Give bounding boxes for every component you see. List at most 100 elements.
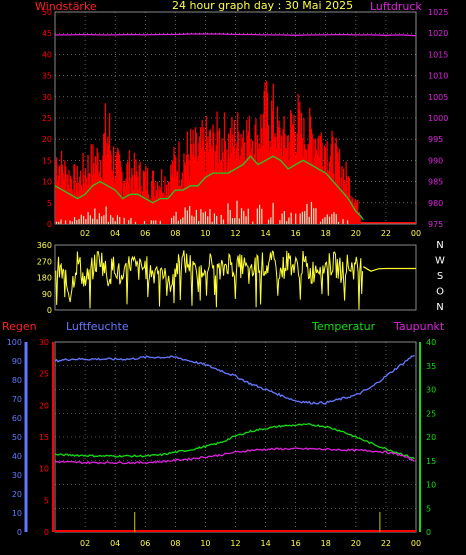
humidity-tick-label: 80 [12,376,22,385]
time-tick-label: 02 [80,539,90,548]
time-tick-label: 12 [230,539,240,548]
time-tick-label: 20 [351,229,361,238]
wind-tick-label: 25 [42,114,52,123]
wind-tick-label: 0 [47,220,52,229]
pressure-tick-label: 985 [428,178,443,187]
direction-trace [55,250,364,310]
time-tick-label: 14 [260,229,270,238]
time-tick-label: 20 [351,539,361,548]
time-tick-label: 16 [291,229,301,238]
wind-tick-label: 20 [42,135,52,144]
compass-label: N [436,240,443,251]
climate-axes: 0 10 20 30 40 50 60 70 80 90 100 0 5 10 15 20 25 30 0 5 10 15… [7,338,436,537]
compass-label: W [435,256,445,267]
temperature-tick-label: 5 [426,504,431,513]
pressure-tick-label: 1010 [428,72,448,81]
pressure-tick-label: 980 [428,199,443,208]
time-tick-label: 12 [230,229,240,238]
direction-axis-ticks: 360 270 180 90 0 [37,241,52,315]
wind-tick-label: 40 [42,50,52,59]
time-tick-label: 10 [200,539,210,548]
pressure-tick-label: 1020 [428,29,448,38]
wind-tick-label: 45 [42,29,52,38]
humidity-tick-label: 60 [12,414,22,423]
temperature-tick-label: 35 [426,362,436,371]
compass-label: S [437,271,443,282]
wind-tick-label: 50 [42,8,52,17]
pressure-tick-label: 990 [428,156,443,165]
rain-tick-label: 5 [44,496,49,505]
pressure-axis-ticks: 975 980 985 990 995 1000 1005 1010 1015 1020 1025 [428,8,448,229]
temperature-tick-label: 20 [426,433,436,442]
rain-tick-label: 30 [39,338,49,347]
time-tick-label: 06 [140,229,150,238]
time-tick-label: 00 [411,539,421,548]
time-tick-label: 08 [170,539,180,548]
direction-tail-line [363,266,416,272]
temperature-tick-label: 10 [426,481,436,490]
wind-axis-label: Windstärke [35,0,97,13]
direction-tick-label: 360 [37,241,52,250]
time-tick-label: 14 [260,539,270,548]
climate-panel-plot [54,354,416,532]
rain-tick-label: 0 [44,528,49,537]
time-tick-label: 16 [291,539,301,548]
time-tick-label: 04 [110,229,120,238]
time-tick-label: 00 [411,229,421,238]
temperature-axis-label: Temperatur [311,320,376,333]
wind-time-ticks: 02 04 06 08 10 12 14 16 18 20 22 00 [80,229,421,238]
pressure-tick-label: 1025 [428,8,448,17]
direction-tick-label: 0 [47,306,52,315]
time-tick-label: 22 [381,539,391,548]
pressure-line [55,33,417,37]
humidity-tick-label: 90 [12,357,22,366]
humidity-tick-label: 20 [12,490,22,499]
pressure-axis-label: Luftdruck [370,0,422,13]
dewpoint-axis-label: Taupunkt [393,320,445,333]
time-tick-label: 18 [321,539,331,548]
humidity-tick-label: 30 [12,471,22,480]
temperature-tick-label: 40 [426,338,436,347]
direction-plot [55,250,416,310]
wind-tick-label: 5 [47,199,52,208]
time-tick-label: 08 [170,229,180,238]
rain-tick-label: 15 [39,433,49,442]
humidity-tick-label: 40 [12,452,22,461]
rain-tick-label: 20 [39,401,49,410]
humidity-tick-label: 10 [12,509,22,518]
time-tick-label: 02 [80,229,90,238]
time-tick-label: 10 [200,229,210,238]
temperature-line [54,423,415,460]
wind-tick-label: 30 [42,93,52,102]
humidity-axis-label: Luftfeuchte [66,320,129,333]
rain-tick-label: 10 [39,465,49,474]
rain-tick-label: 25 [39,370,49,379]
compass-label: O [436,287,444,298]
pressure-tick-label: 975 [428,220,443,229]
pressure-tick-label: 1005 [428,93,448,102]
pressure-tick-label: 995 [428,135,443,144]
wind-tick-label: 10 [42,178,52,187]
climate-time-ticks: 02 04 06 08 10 12 14 16 18 20 22 00 [80,539,421,548]
wind-tick-label: 35 [42,72,52,81]
pressure-tick-label: 1015 [428,50,448,59]
direction-panel-frame [54,244,417,311]
direction-tick-label: 180 [37,274,52,283]
time-tick-label: 04 [110,539,120,548]
time-tick-label: 06 [140,539,150,548]
humidity-tick-label: 0 [17,528,22,537]
temperature-tick-label: 15 [426,457,436,466]
humidity-tick-label: 50 [12,433,22,442]
time-tick-label: 18 [321,229,331,238]
wind-panel-plot [54,33,417,224]
dewpoint-line [54,447,415,465]
direction-tick-label: 90 [42,290,52,299]
temperature-tick-label: 25 [426,409,436,418]
wind-average-line [54,155,364,221]
page-title: 24 hour graph day : 30 Mai 2025 [172,0,353,12]
temperature-tick-label: 30 [426,386,436,395]
climate-panel-grid [55,342,417,532]
